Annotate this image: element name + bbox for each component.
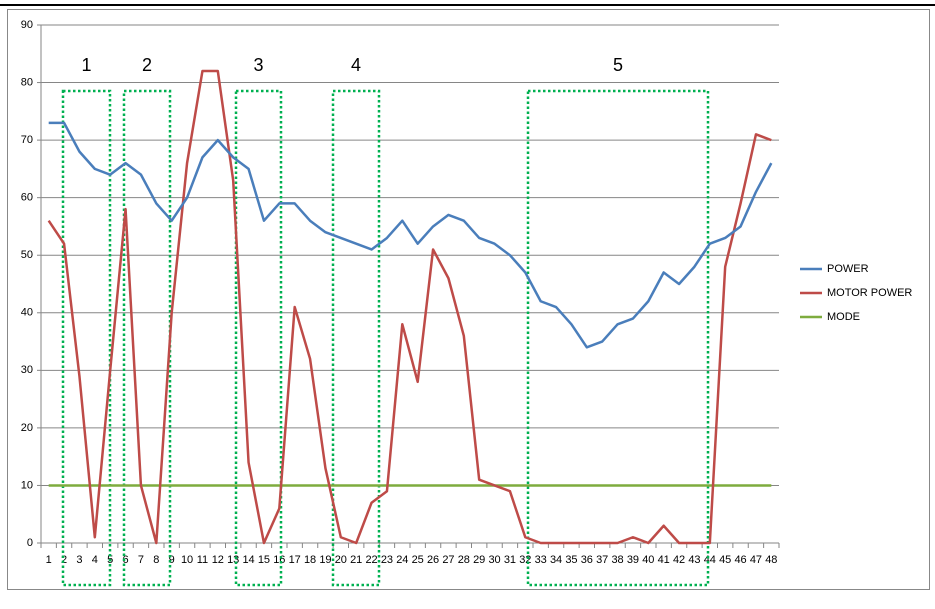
x-tick-label: 8 [153, 554, 159, 566]
y-tick-label: 80 [21, 76, 33, 88]
y-tick-label: 30 [21, 364, 33, 376]
legend-label: MOTOR POWER [827, 287, 912, 299]
x-tick-label: 32 [519, 554, 531, 566]
x-tick-label: 39 [627, 554, 639, 566]
y-tick-label: 10 [21, 479, 33, 491]
x-tick-label: 41 [658, 554, 670, 566]
x-tick-label: 16 [273, 554, 285, 566]
x-tick-label: 38 [611, 554, 623, 566]
x-tick-label: 22 [365, 554, 377, 566]
x-tick-label: 48 [765, 554, 777, 566]
y-tick-label: 90 [21, 19, 33, 31]
x-tick-label: 18 [304, 554, 316, 566]
x-tick-label: 34 [550, 554, 562, 566]
x-tick-label: 17 [289, 554, 301, 566]
y-tick-label: 20 [21, 422, 33, 434]
x-tick-label: 35 [565, 554, 577, 566]
x-tick-label: 45 [719, 554, 731, 566]
x-tick-label: 1 [46, 554, 52, 566]
x-tick-label: 6 [123, 554, 129, 566]
annotation-box [61, 89, 112, 587]
annotation-label: 3 [253, 55, 263, 75]
y-tick-label: 70 [21, 134, 33, 146]
annotation-box [526, 89, 710, 587]
x-tick-label: 25 [412, 554, 424, 566]
x-tick-label: 42 [673, 554, 685, 566]
x-tick-label: 12 [212, 554, 224, 566]
y-tick-label: 60 [21, 192, 33, 204]
x-tick-label: 7 [138, 554, 144, 566]
series-line [48, 121, 773, 349]
x-tick-label: 46 [734, 554, 746, 566]
annotation-label: 1 [81, 55, 91, 75]
x-tick-label: 31 [504, 554, 516, 566]
x-tick-label: 19 [319, 554, 331, 566]
y-tick-label: 0 [27, 537, 33, 549]
x-tick-label: 3 [76, 554, 82, 566]
x-tick-label: 33 [535, 554, 547, 566]
annotation-label: 2 [142, 55, 152, 75]
x-tick-label: 43 [688, 554, 700, 566]
x-tick-label: 24 [396, 554, 408, 566]
x-tick-label: 28 [458, 554, 470, 566]
x-tick-label: 14 [242, 554, 254, 566]
x-tick-label: 10 [181, 554, 193, 566]
x-tick-label: 44 [704, 554, 716, 566]
x-tick-label: 29 [473, 554, 485, 566]
x-tick-label: 40 [642, 554, 654, 566]
x-tick-label: 23 [381, 554, 393, 566]
legend-label: MODE [827, 311, 860, 323]
x-tick-label: 20 [335, 554, 347, 566]
x-tick-label: 9 [169, 554, 175, 566]
annotation-label: 5 [613, 55, 623, 75]
x-tick-label: 47 [750, 554, 762, 566]
x-tick-label: 4 [92, 554, 98, 566]
x-tick-label: 21 [350, 554, 362, 566]
y-tick-label: 40 [21, 307, 33, 319]
x-tick-label: 37 [596, 554, 608, 566]
annotation-box [234, 89, 283, 587]
series-line [47, 69, 772, 545]
x-tick-label: 26 [427, 554, 439, 566]
x-tick-label: 15 [258, 554, 270, 566]
x-tick-label: 2 [61, 554, 67, 566]
x-tick-label: 13 [227, 554, 239, 566]
x-tick-label: 30 [488, 554, 500, 566]
x-tick-label: 11 [197, 554, 208, 566]
y-tick-label: 50 [21, 249, 33, 261]
x-tick-label: 27 [442, 554, 454, 566]
x-tick-label: 36 [581, 554, 593, 566]
chart-border [7, 9, 930, 590]
annotation-label: 4 [351, 55, 361, 75]
legend-label: POWER [827, 263, 869, 275]
